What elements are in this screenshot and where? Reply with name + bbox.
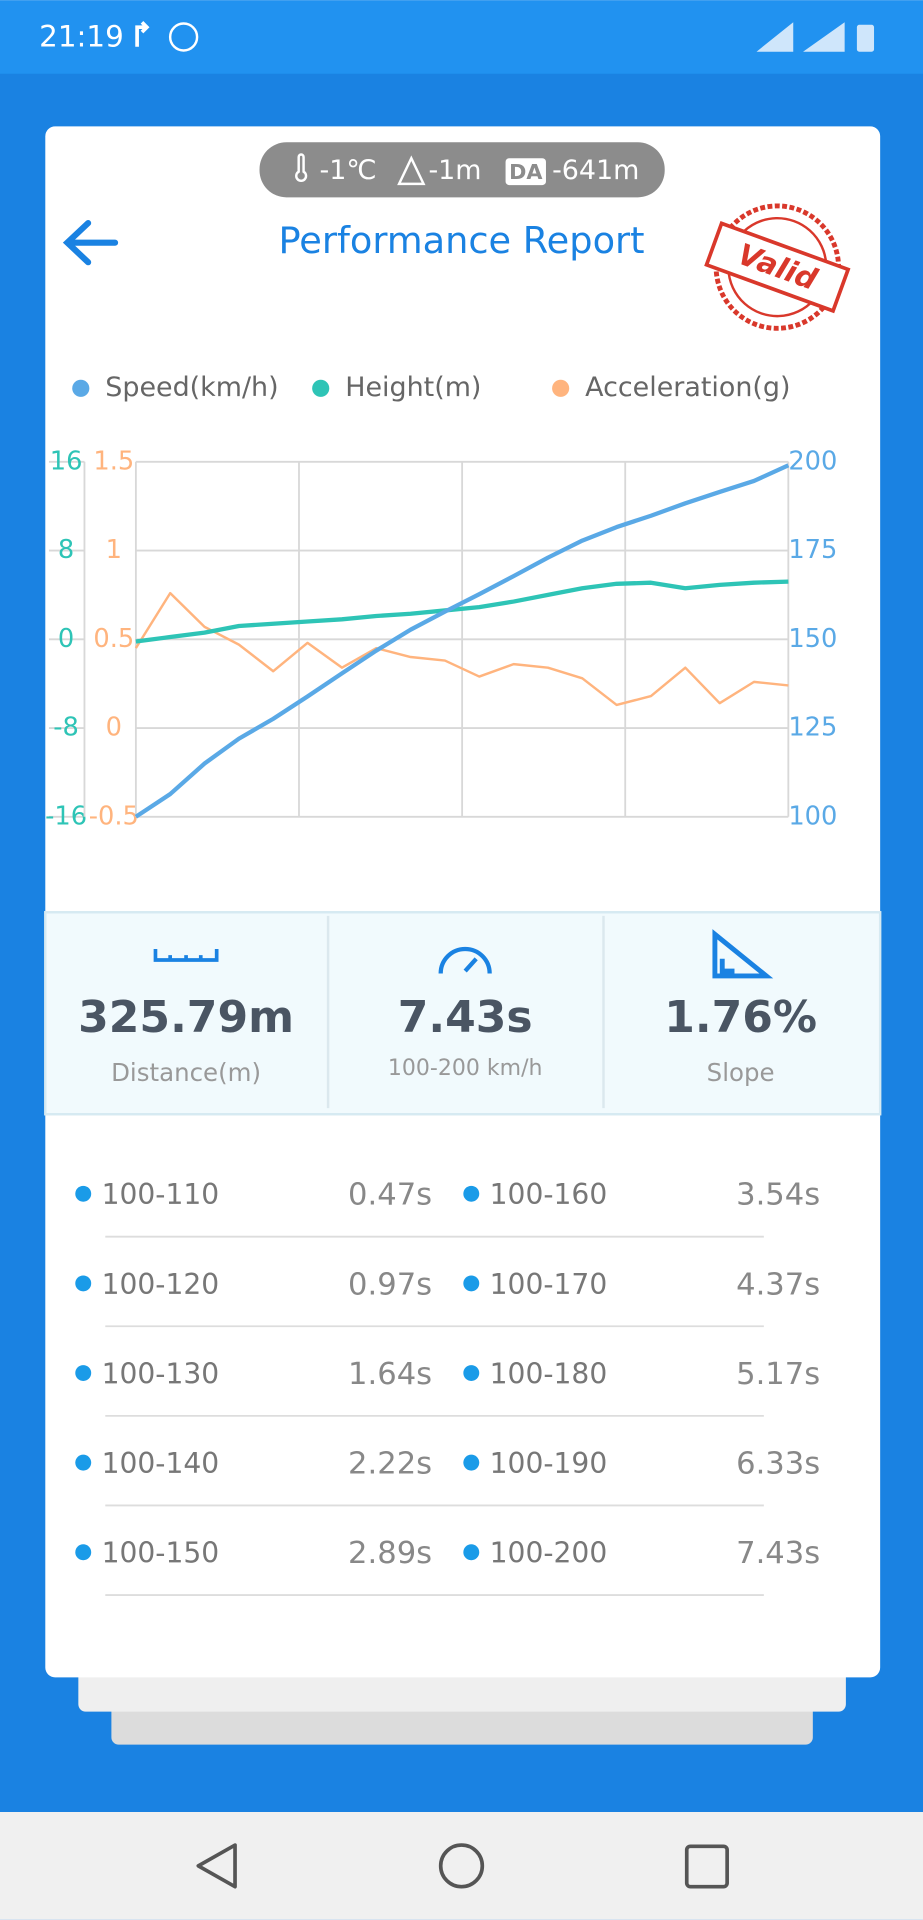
y2-tick-label: 150 (788, 624, 837, 654)
conditions-pill (259, 142, 665, 198)
status-bar (0, 0, 923, 74)
stat-label: Slope (707, 1058, 775, 1087)
stat-label: Distance(m) (111, 1058, 261, 1087)
split-time: 2.22s (348, 1447, 432, 1482)
slope-icon (712, 929, 774, 979)
distance-icon (153, 948, 219, 962)
split-range: 100-120 (102, 1268, 220, 1301)
series-line (134, 463, 790, 819)
y3-tick-label: 0 (106, 713, 122, 743)
y-tick-label: 8 (58, 535, 74, 565)
legend-marker (552, 379, 570, 397)
legend-label: Height(m) (345, 372, 481, 403)
split-dot (463, 1454, 480, 1471)
split-dot (463, 1544, 480, 1561)
split-time: 6.33s (736, 1447, 820, 1482)
stat-value: 7.43s (398, 992, 533, 1043)
legend-marker (312, 379, 330, 397)
da-badge: DA (509, 160, 542, 184)
back-button[interactable] (62, 220, 119, 266)
da-badge-box (505, 158, 546, 186)
split-dot (75, 1454, 92, 1471)
y2-tick-label: 100 (788, 801, 837, 831)
y-tick-label: -16 (45, 801, 87, 831)
split-range: 100-190 (490, 1447, 608, 1480)
y2-tick-label: 125 (788, 713, 837, 743)
stat-value: 325.79m (78, 992, 294, 1043)
nav-back[interactable] (196, 1843, 237, 1889)
split-time: 1.64s (348, 1357, 432, 1392)
nav-home[interactable] (438, 1843, 485, 1889)
card (45, 126, 881, 1678)
split-dot (463, 1275, 480, 1292)
y3-tick-label: -0.5 (89, 801, 139, 831)
series-line (135, 579, 789, 644)
split-range: 100-110 (102, 1178, 220, 1211)
density-altitude: -641m (552, 155, 639, 186)
altitude: -1m (428, 155, 481, 186)
split-time: 7.43s (736, 1536, 820, 1571)
stat-value: 1.76% (664, 992, 817, 1043)
split-time: 0.97s (348, 1267, 432, 1302)
y3-tick-label: 0.5 (93, 624, 134, 654)
nav-recent[interactable] (684, 1844, 729, 1889)
stats-panel (44, 911, 882, 1116)
thermometer-icon (295, 153, 308, 182)
status-time: 21:19 (39, 20, 124, 54)
speed-icon (438, 946, 492, 974)
nav-bar (0, 1812, 923, 1920)
legend-label: Speed(km/h) (105, 372, 278, 403)
split-range: 100-150 (102, 1537, 220, 1570)
split-range: 100-160 (490, 1178, 608, 1211)
y2-tick-label: 200 (788, 446, 837, 476)
y2-tick-label: 175 (788, 535, 837, 565)
split-range: 100-170 (490, 1268, 608, 1301)
split-time: 4.37s (736, 1267, 820, 1302)
split-dot (75, 1365, 92, 1381)
split-dot (75, 1275, 92, 1292)
y-tick-label: 0 (58, 624, 74, 654)
split-time: 0.47s (348, 1178, 432, 1213)
split-dot (463, 1365, 480, 1381)
signal-icon (756, 22, 845, 52)
split-time: 3.54s (736, 1178, 820, 1213)
legend-label: Acceleration(g) (585, 372, 790, 403)
altitude-icon (397, 155, 426, 186)
stats: 325.79m Distance(m) 7.43s 100-200 km/h 1.76%… (78, 992, 817, 1087)
split-range: 100-200 (490, 1537, 608, 1570)
y-tick-label: -8 (53, 713, 79, 743)
split-dot (75, 1185, 92, 1202)
series-line (134, 591, 789, 707)
stat-label: 100-200 km/h (388, 1056, 543, 1081)
split-range: 100-130 (102, 1357, 220, 1390)
split-dot (463, 1185, 480, 1202)
split-range: 100-140 (102, 1447, 220, 1480)
legend-marker (72, 379, 90, 397)
splits: 100-110 0.47s 100-160 3.54s 100-120 0.97s 100-… (75, 1178, 820, 1597)
split-time: 2.89s (348, 1536, 432, 1571)
icon (135, 21, 150, 47)
split-time: 5.17s (736, 1357, 820, 1392)
y-tick-label: 16 (50, 446, 83, 476)
temperature: -1℃ (320, 155, 377, 186)
icon (168, 22, 199, 52)
battery-icon (856, 24, 875, 52)
split-dot (75, 1544, 92, 1561)
y3-tick-label: 1 (106, 535, 122, 565)
y3-tick-label: 1.5 (93, 446, 134, 476)
split-range: 100-180 (490, 1357, 608, 1390)
chart: Speed(km/h) Height(m) Acceleration(g) -16 -8… (45, 372, 837, 831)
title: Performance Report (278, 219, 644, 262)
